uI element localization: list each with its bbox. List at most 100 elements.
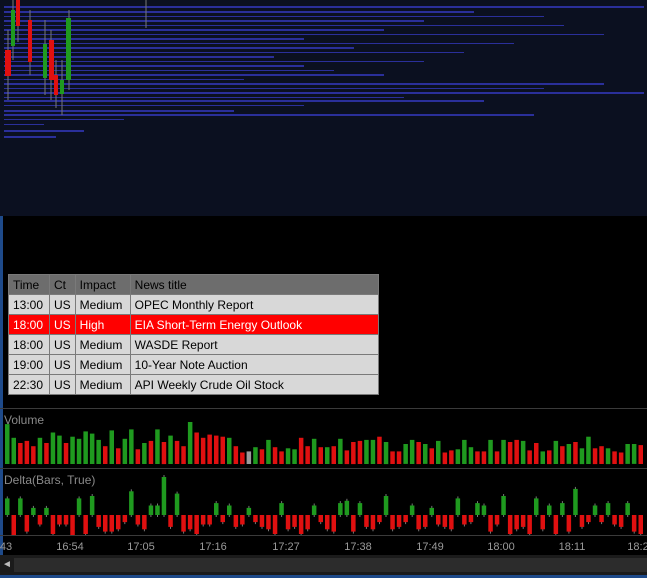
delta-bar xyxy=(50,515,56,534)
scrollbar-track[interactable] xyxy=(14,558,647,572)
delta-bar xyxy=(253,515,258,523)
header-impact[interactable]: Impact xyxy=(74,274,131,295)
news-impact: High xyxy=(74,314,131,335)
news-table[interactable]: Time Ct Impact News title 13:00 US Mediu… xyxy=(8,274,379,395)
scroll-left-arrow-icon[interactable]: ◄ xyxy=(2,559,12,570)
volume-bar xyxy=(292,449,297,464)
delta-bar xyxy=(5,498,10,515)
volume-bar xyxy=(135,449,141,464)
news-impact: Medium xyxy=(74,334,131,355)
delta-bar xyxy=(129,491,134,516)
window-edge xyxy=(0,0,3,555)
delta-bar xyxy=(11,515,16,535)
volume-bar xyxy=(63,443,69,464)
delta-bar xyxy=(89,496,95,515)
volume-bar xyxy=(507,442,513,465)
volume-bar xyxy=(155,429,160,464)
volume-bar xyxy=(305,446,310,464)
volume-bar xyxy=(416,442,421,465)
volume-bar xyxy=(540,451,545,464)
time-label: 18:2 xyxy=(627,541,647,553)
volume-bar xyxy=(311,438,317,464)
volume-bar xyxy=(279,451,284,464)
delta-bar xyxy=(103,515,108,532)
volume-bar xyxy=(631,444,637,464)
news-table-header: Time Ct Impact News title xyxy=(8,274,379,295)
volume-bar xyxy=(44,443,49,464)
delta-bar xyxy=(501,496,506,515)
news-row[interactable]: 22:30 US Medium API Weekly Crude Oil Sto… xyxy=(8,374,379,395)
volume-bar xyxy=(76,438,82,464)
delta-bar xyxy=(579,515,585,527)
header-time[interactable]: Time xyxy=(8,274,50,295)
price-candles xyxy=(5,0,147,115)
time-label: 17:16 xyxy=(199,541,227,553)
delta-bar xyxy=(547,505,552,515)
delta-bar xyxy=(142,515,147,530)
volume-bar xyxy=(103,446,108,464)
delta-panel[interactable]: Delta(Bars, True) xyxy=(0,468,647,535)
delta-bar xyxy=(344,500,350,516)
volume-panel[interactable]: Volume xyxy=(0,408,647,468)
delta-bar xyxy=(449,515,454,530)
delta-panel-label: Delta(Bars, True) xyxy=(4,473,96,487)
volume-bar xyxy=(390,451,395,464)
delta-bar xyxy=(520,515,526,527)
volume-bar xyxy=(351,442,356,465)
volume-bar xyxy=(96,439,101,464)
volume-bar xyxy=(553,440,559,464)
volume-bars-chart xyxy=(5,422,643,465)
delta-bar xyxy=(423,515,428,527)
volume-bar xyxy=(187,422,193,464)
news-row[interactable]: 19:00 US Medium 10-Year Note Auction xyxy=(8,354,379,375)
volume-bar xyxy=(547,450,552,465)
time-label: 16:54 xyxy=(56,541,84,553)
delta-bar xyxy=(305,515,310,530)
volume-bar xyxy=(396,451,402,464)
volume-bar xyxy=(612,451,617,464)
delta-bar xyxy=(57,515,62,525)
time-label: 18:11 xyxy=(558,541,586,553)
volume-bar xyxy=(18,443,23,464)
delta-bar xyxy=(168,515,173,527)
news-country: US xyxy=(49,354,76,375)
volume-bar xyxy=(50,432,56,464)
volume-bar xyxy=(579,448,585,465)
news-row-high-impact[interactable]: 18:00 US High EIA Short-Term Energy Outl… xyxy=(8,314,379,335)
volume-bar xyxy=(246,451,252,464)
horizontal-scrollbar[interactable]: ◄ xyxy=(0,555,647,578)
volume-bar xyxy=(599,446,604,464)
news-row[interactable]: 18:00 US Medium WASDE Report xyxy=(8,334,379,355)
delta-bar xyxy=(390,515,395,530)
delta-bar xyxy=(83,515,88,534)
volume-bar xyxy=(475,451,480,464)
price-chart-panel[interactable] xyxy=(0,0,647,216)
delta-bar xyxy=(227,505,232,515)
volume-bar xyxy=(468,447,474,464)
delta-bar xyxy=(135,515,141,525)
time-label: 17:38 xyxy=(344,541,372,553)
volume-bar xyxy=(11,437,16,465)
header-news-title[interactable]: News title xyxy=(129,274,379,295)
volume-panel-label: Volume xyxy=(4,413,45,427)
volume-bar xyxy=(122,438,128,464)
volume-bar xyxy=(161,442,167,465)
time-label: 18:00 xyxy=(487,541,515,553)
volume-bar xyxy=(227,437,232,465)
news-title: API Weekly Crude Oil Stock xyxy=(129,374,379,395)
delta-bar xyxy=(403,515,408,523)
volume-bar xyxy=(534,443,539,464)
volume-bar xyxy=(494,451,500,464)
volume-bar xyxy=(442,452,448,465)
volume-bar xyxy=(5,424,10,464)
volume-bar xyxy=(592,448,598,465)
volume-bar xyxy=(338,438,343,464)
delta-bars-chart xyxy=(5,475,643,535)
header-country[interactable]: Ct xyxy=(49,274,76,295)
volume-bar xyxy=(200,437,206,465)
volume-bar xyxy=(168,435,173,464)
delta-bar xyxy=(161,477,167,515)
volume-bar xyxy=(207,434,212,464)
delta-bar xyxy=(259,515,265,527)
news-row[interactable]: 13:00 US Medium OPEC Monthly Report xyxy=(8,294,379,315)
